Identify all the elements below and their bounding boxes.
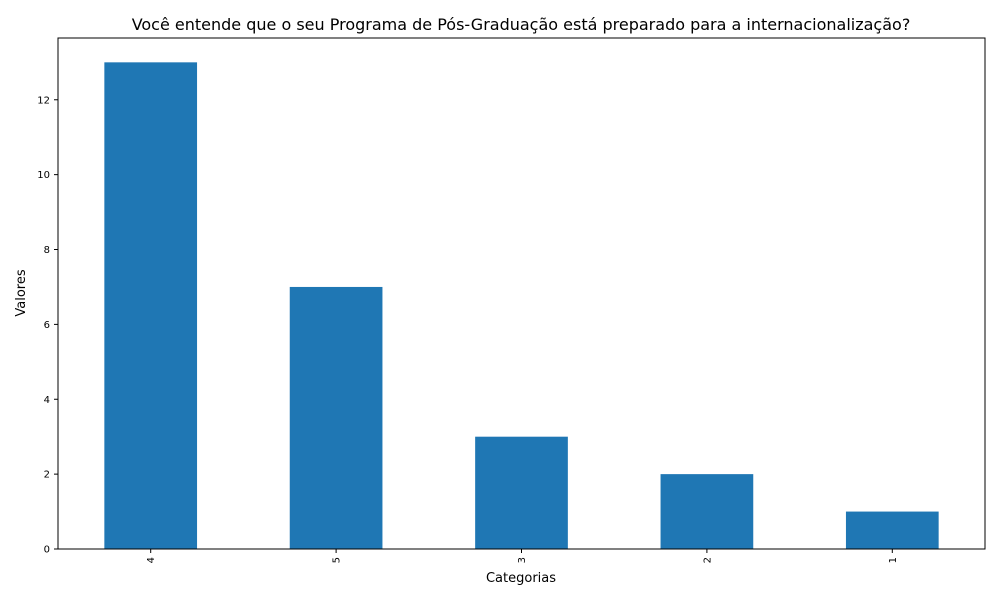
x-axis-label: Categorias — [486, 571, 556, 586]
y-axis: 0 2 4 6 8 10 12 — [37, 95, 58, 556]
x-tick-label: 1 — [888, 557, 899, 563]
y-tick-label: 12 — [37, 95, 50, 106]
x-axis: 4 5 3 2 1 — [146, 549, 899, 563]
bar-3 — [475, 436, 568, 549]
bar-4 — [104, 62, 198, 549]
x-tick-label: 2 — [702, 557, 713, 563]
bar-2 — [660, 474, 754, 549]
y-tick-label: 4 — [44, 395, 50, 406]
y-tick-label: 10 — [37, 170, 50, 181]
bar-1 — [845, 511, 939, 549]
y-tick-label: 0 — [44, 545, 50, 556]
y-axis-label: Valores — [14, 269, 29, 316]
plot-frame — [57, 37, 986, 550]
x-tick-label: 4 — [146, 557, 157, 563]
y-tick-label: 6 — [44, 320, 50, 331]
y-tick-label: 2 — [44, 470, 50, 481]
y-tick-label: 8 — [44, 245, 50, 256]
bar-5 — [289, 286, 383, 549]
x-tick-label: 5 — [332, 557, 343, 563]
x-tick-label: 3 — [517, 557, 528, 563]
chart-title: Você entende que o seu Programa de Pós-G… — [132, 15, 911, 34]
plot-area — [104, 62, 939, 549]
